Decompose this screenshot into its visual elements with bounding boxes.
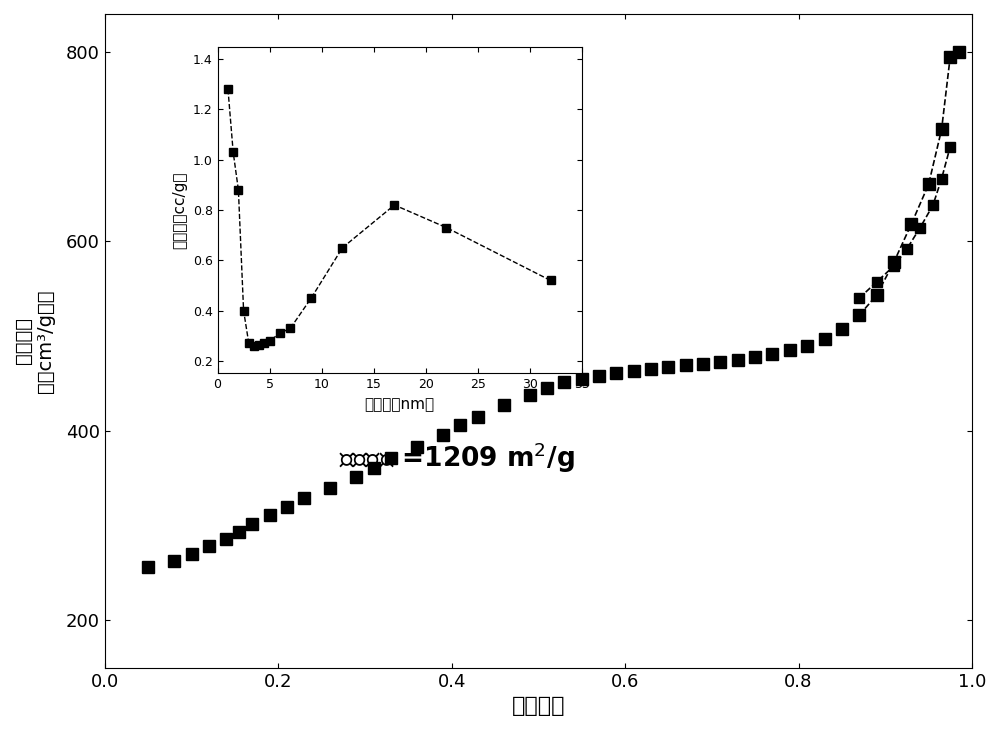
Y-axis label: 吸附体积
［（cm³/g）］: 吸附体积 ［（cm³/g）］ [14,289,55,393]
X-axis label: 相对压力: 相对压力 [512,696,565,716]
Text: 比表面积 =1209 m$^2$/g: 比表面积 =1209 m$^2$/g [339,440,575,474]
